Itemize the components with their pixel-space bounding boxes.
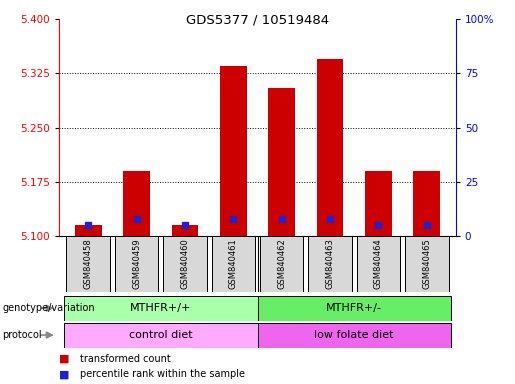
Text: MTHFR+/-: MTHFR+/- <box>326 303 382 313</box>
Text: GSM840463: GSM840463 <box>325 238 335 290</box>
Bar <box>356 236 400 292</box>
Bar <box>115 236 159 292</box>
Text: control diet: control diet <box>129 330 193 340</box>
Text: GSM840459: GSM840459 <box>132 239 141 289</box>
Bar <box>75 225 101 236</box>
Bar <box>258 296 451 321</box>
Bar <box>64 296 258 321</box>
Text: genotype/variation: genotype/variation <box>3 303 95 313</box>
Bar <box>260 236 303 292</box>
Bar <box>212 236 255 292</box>
Text: ■: ■ <box>59 354 70 364</box>
Text: ■: ■ <box>59 369 70 379</box>
Bar <box>66 236 110 292</box>
Text: GSM840464: GSM840464 <box>374 238 383 290</box>
Bar <box>123 171 150 236</box>
Bar <box>317 59 344 236</box>
Text: low folate diet: low folate diet <box>315 330 394 340</box>
Text: GSM840461: GSM840461 <box>229 238 238 290</box>
Text: GSM840458: GSM840458 <box>84 238 93 290</box>
Bar <box>268 88 295 236</box>
Bar <box>414 171 440 236</box>
Text: percentile rank within the sample: percentile rank within the sample <box>80 369 245 379</box>
Bar <box>405 236 449 292</box>
Text: protocol: protocol <box>3 330 42 340</box>
Bar <box>308 236 352 292</box>
Bar <box>171 225 198 236</box>
Bar <box>258 323 451 348</box>
Bar <box>220 66 247 236</box>
Text: GSM840462: GSM840462 <box>277 238 286 290</box>
Bar <box>64 323 258 348</box>
Text: transformed count: transformed count <box>80 354 170 364</box>
Text: GDS5377 / 10519484: GDS5377 / 10519484 <box>186 13 329 26</box>
Bar <box>365 171 392 236</box>
Text: GSM840465: GSM840465 <box>422 238 431 290</box>
Text: GSM840460: GSM840460 <box>180 238 190 290</box>
Text: MTHFR+/+: MTHFR+/+ <box>130 303 192 313</box>
Bar <box>163 236 207 292</box>
